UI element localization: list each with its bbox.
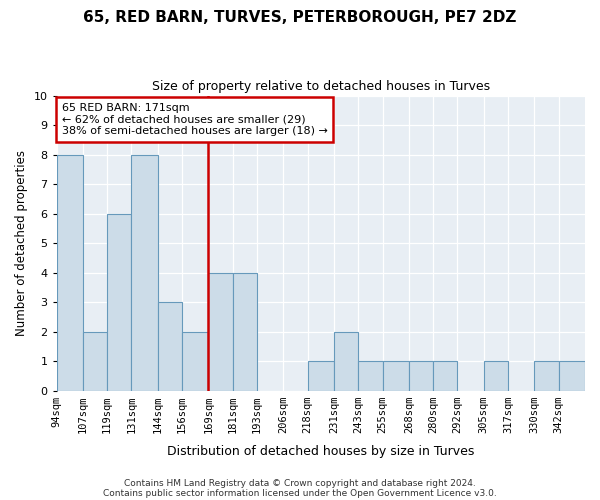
Text: 65, RED BARN, TURVES, PETERBOROUGH, PE7 2DZ: 65, RED BARN, TURVES, PETERBOROUGH, PE7 … — [83, 10, 517, 25]
Bar — [358, 362, 383, 391]
Bar — [334, 332, 358, 391]
Bar — [56, 154, 83, 391]
Bar — [233, 273, 257, 391]
Bar — [484, 362, 508, 391]
X-axis label: Distribution of detached houses by size in Turves: Distribution of detached houses by size … — [167, 444, 475, 458]
Bar — [208, 273, 233, 391]
Text: Contains public sector information licensed under the Open Government Licence v3: Contains public sector information licen… — [103, 488, 497, 498]
Bar — [409, 362, 433, 391]
Bar — [158, 302, 182, 391]
Bar — [308, 362, 334, 391]
Title: Size of property relative to detached houses in Turves: Size of property relative to detached ho… — [152, 80, 490, 93]
Bar — [131, 154, 158, 391]
Bar — [83, 332, 107, 391]
Text: Contains HM Land Registry data © Crown copyright and database right 2024.: Contains HM Land Registry data © Crown c… — [124, 478, 476, 488]
Bar — [535, 362, 559, 391]
Bar — [559, 362, 585, 391]
Bar — [383, 362, 409, 391]
Y-axis label: Number of detached properties: Number of detached properties — [15, 150, 28, 336]
Bar — [433, 362, 457, 391]
Bar — [107, 214, 131, 391]
Bar — [182, 332, 208, 391]
Text: 65 RED BARN: 171sqm
← 62% of detached houses are smaller (29)
38% of semi-detach: 65 RED BARN: 171sqm ← 62% of detached ho… — [62, 103, 328, 136]
